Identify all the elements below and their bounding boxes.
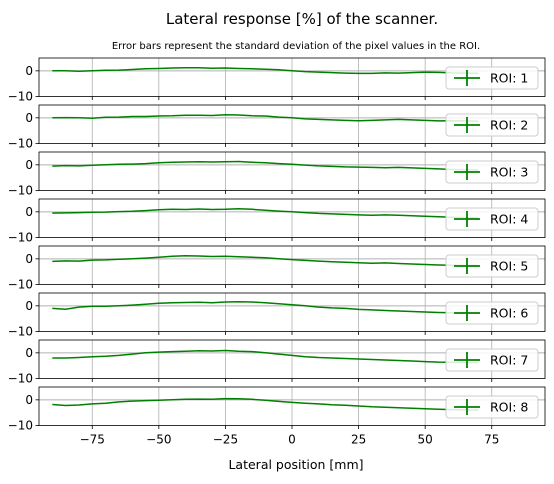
legend-label: ROI: 5 [490,259,528,274]
legend-box [445,207,539,231]
subplot-panels: 0 −10 ROI: 1 0 −10 ROI: 2 0 −10 ROI: 3 0 −10 ROI: 4… [8,57,546,447]
y-tick-label: −10 [8,419,33,433]
subplot-panel-8: 0 −10 ROI: 8 [8,386,546,433]
y-tick-label: −10 [8,278,33,292]
legend-box [445,301,539,325]
subplot-panel-6: 0 −10 ROI: 6 [8,292,546,339]
subplot-panel-4: 0 −10 ROI: 4 [8,198,546,245]
y-tick-label: −10 [8,231,33,245]
series-line [52,114,479,122]
legend-box [445,160,539,184]
subplot-panel-7: 0 −10 ROI: 7 [8,339,546,386]
x-tick-label: −50 [146,433,171,447]
x-axis-label: Lateral position [mm] [228,457,363,472]
series-line [52,208,479,219]
y-tick-label: 0 [25,158,33,172]
legend-label: ROI: 4 [490,212,528,227]
legend-box [445,66,539,90]
y-tick-label: −10 [8,90,33,104]
subplot-panel-3: 0 −10 ROI: 3 [8,151,546,198]
x-tick-label: 50 [418,433,433,447]
y-tick-label: −10 [8,372,33,386]
y-tick-label: 0 [25,111,33,125]
chart-subtitle: Error bars represent the standard deviat… [112,41,480,52]
y-tick-label: 0 [25,393,33,407]
y-tick-label: −10 [8,184,33,198]
legend-box [445,395,539,419]
legend-box [445,113,539,137]
legend-label: ROI: 7 [490,353,528,368]
x-tick-label: 75 [484,433,499,447]
y-tick-label: 0 [25,252,33,266]
y-tick-label: −10 [8,137,33,151]
y-tick-label: 0 [25,299,33,313]
legend-box [445,254,539,278]
legend-label: ROI: 8 [490,400,528,415]
legend-box [445,348,539,372]
subplot-panel-2: 0 −10 ROI: 2 [8,104,546,151]
y-tick-label: 0 [25,64,33,78]
x-tick-label: −75 [80,433,105,447]
y-tick-label: 0 [25,205,33,219]
x-tick-label: 25 [351,433,366,447]
series-line [52,397,479,411]
series-line [52,67,479,75]
series-line [52,300,479,314]
legend-label: ROI: 1 [490,71,528,86]
series-line [52,160,479,171]
y-tick-label: −10 [8,325,33,339]
series-line [52,255,479,267]
y-tick-label: 0 [25,346,33,360]
legend-label: ROI: 2 [490,118,528,133]
subplot-panel-1: 0 −10 ROI: 1 [8,57,546,104]
subplot-panel-5: 0 −10 ROI: 5 [8,245,546,292]
chart-title: Lateral response [%] of the scanner. [166,10,438,28]
series-line [52,349,479,364]
x-tick-label: 0 [288,433,296,447]
legend-label: ROI: 6 [490,306,528,321]
x-tick-label: −25 [213,433,238,447]
legend-label: ROI: 3 [490,165,528,180]
